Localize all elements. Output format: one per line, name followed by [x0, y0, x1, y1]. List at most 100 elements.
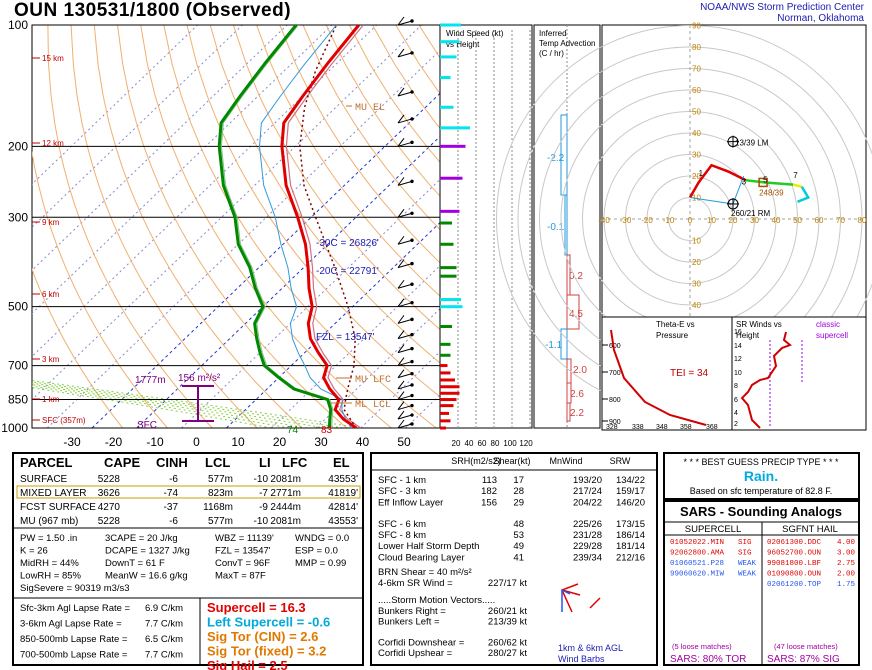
- parcel-cell: MU (967 mb): [20, 516, 78, 527]
- barb-dot: [410, 371, 414, 376]
- kin-header: SRH(m2/s2): [451, 456, 501, 466]
- barb-staff: [397, 91, 413, 97]
- srw-y-2: 2: [734, 421, 738, 428]
- motion-label: Bunkers Left =: [378, 617, 440, 628]
- hodo-x-label: 10: [707, 216, 716, 225]
- wind-speed-bar: [440, 105, 454, 109]
- parcel-cell: -74: [164, 488, 179, 499]
- wind-speed-bar: [440, 144, 466, 148]
- sars-hail-date: 96052700.OUN: [767, 550, 821, 558]
- parcel-cell: 43553': [328, 474, 358, 485]
- advection-bars: [560, 114, 580, 422]
- motion-label: Corfidi Upshear =: [378, 648, 453, 659]
- barb-dot: [410, 346, 414, 351]
- skewt-pressure-labels: 100 200 300 500 700 850 1000: [1, 18, 28, 435]
- parcel-header: LI: [259, 455, 271, 470]
- hodo-trace-mid: [745, 179, 794, 186]
- barb-flag: [397, 401, 405, 410]
- thetae-x-338: 338: [632, 424, 644, 431]
- parcel-cell: -7: [259, 488, 268, 499]
- isotherm: [32, 25, 288, 272]
- barb-dot: [410, 383, 414, 387]
- thetae-x-368: 368: [706, 424, 718, 431]
- thetae-x-328: 328: [606, 424, 618, 431]
- composite-index: Sig Tor (fixed) = 3.2: [207, 644, 326, 659]
- parcel-cell: 2081m: [270, 516, 301, 527]
- srwind-legend-1: classic: [816, 320, 840, 329]
- parcel-cell: -10: [254, 474, 269, 485]
- hodo-lm-label: 13/39 LM: [735, 139, 769, 148]
- lapse-value: 6.9 C/km: [145, 603, 183, 614]
- motion-label: Corfidi Downshear =: [378, 638, 465, 649]
- hodograph-frame: [601, 24, 867, 318]
- dry-adiabat: [302, 25, 440, 231]
- barb-flag: [397, 48, 405, 58]
- wind-barb: [397, 177, 414, 186]
- isotherm: [226, 221, 440, 428]
- temp-label: 10: [231, 435, 245, 449]
- dry-adiabat: [279, 25, 440, 264]
- index-cell: K = 26: [20, 546, 48, 557]
- isotherm: [315, 308, 440, 428]
- barb-flag: [397, 298, 405, 307]
- isotherm: [32, 25, 333, 315]
- barb-flag: [397, 259, 405, 268]
- index-cell: ConvT = 96F: [215, 558, 270, 569]
- kinematics-panel: [372, 454, 656, 664]
- index-cell: MaxT = 87F: [215, 571, 266, 582]
- srw-y-16: 16: [734, 329, 742, 336]
- adv-title-2: Temp Advection: [539, 39, 595, 48]
- lapse-label: 3-6km Agl Lapse Rate =: [20, 619, 122, 630]
- thetae-trace: [610, 329, 707, 426]
- wind-barb: [397, 410, 414, 420]
- precip-panel: [665, 454, 858, 498]
- kin-cell: SFC - 8 km: [378, 530, 426, 541]
- barb-flag: [397, 369, 405, 378]
- barb-flag: [397, 208, 405, 218]
- wind-speed-bar: [440, 305, 463, 309]
- composite-index: Supercell = 16.3: [207, 600, 306, 615]
- sars-hail-matches: (47 loose matches): [774, 642, 838, 651]
- hodo-y-label: 80: [692, 43, 701, 52]
- wind-barbs: [397, 16, 414, 429]
- parcel-header: EL: [333, 455, 350, 470]
- parcel-cell: 43553': [328, 516, 358, 527]
- height-sfc: SFC (357m): [42, 416, 86, 425]
- barb-flag: [397, 114, 405, 124]
- org-line-1: NOAA/NWS Storm Prediction Center: [700, 2, 864, 13]
- barb-staff: [397, 20, 413, 26]
- hodo-y-label: 90: [692, 22, 701, 31]
- dry-adiabat: [256, 25, 440, 297]
- hodo-x-label: 70: [836, 216, 845, 225]
- kin-cell: 239/34: [573, 552, 602, 563]
- parcel-cell: SURFACE: [20, 474, 68, 485]
- wind-speed-bar: [440, 76, 451, 80]
- wind-barb: [397, 315, 414, 324]
- hodo-x-label: 20: [729, 216, 738, 225]
- wind-speed-bar: [440, 419, 451, 423]
- kin-cell: 48: [513, 519, 524, 530]
- dry-adiabat: [325, 25, 440, 197]
- barb-flag: [397, 87, 405, 97]
- wind-speed-bars: [440, 23, 470, 430]
- isotherm: [181, 178, 440, 428]
- motion-value: 213/39 kt: [488, 617, 527, 628]
- hodo-y-label: 30: [692, 151, 701, 160]
- composite-index: Left Supercell = -0.6: [207, 615, 330, 630]
- thetae-title-1: Theta-E vs: [656, 320, 695, 329]
- sars-hail-date: 99081800.LBF: [767, 560, 821, 568]
- fzl-label: FZL = 13547': [316, 332, 375, 343]
- sars-hail-header: SGFNT HAIL: [782, 524, 838, 535]
- isotherm: [360, 351, 440, 428]
- parcel-cell: 823m: [208, 488, 233, 499]
- parcel-header: CINH: [156, 455, 188, 470]
- index-cell: DownT = 61 F: [105, 558, 165, 569]
- barb-flag: [397, 357, 405, 366]
- barb-flag: [397, 410, 405, 420]
- parcel-cell: 2771m: [270, 488, 301, 499]
- composite-index: Sig Hail = 2.5: [207, 658, 288, 670]
- moist-adiabat: [32, 384, 308, 428]
- temperature-trace: [280, 25, 360, 428]
- hodo-y-label: 50: [692, 108, 701, 117]
- lapse-label: Sfc-3km Agl Lapse Rate =: [20, 603, 131, 614]
